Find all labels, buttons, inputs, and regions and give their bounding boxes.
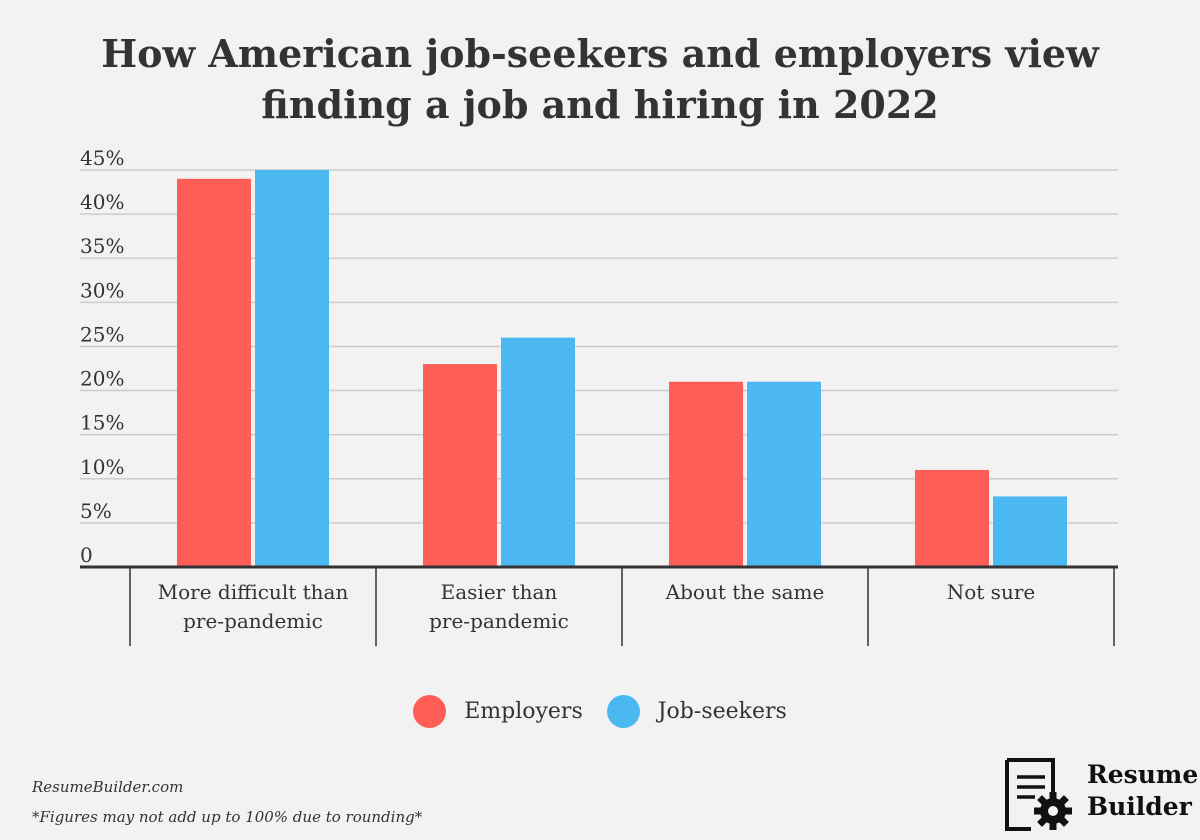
y-tick-label: 10% — [80, 455, 124, 479]
y-tick-label: 15% — [80, 411, 124, 435]
y-tick-label: 40% — [80, 190, 124, 214]
y-tick-label: 5% — [80, 499, 112, 523]
document-gear-icon — [1005, 758, 1072, 831]
chart-title-line-2: finding a job and hiring in 2022 — [261, 82, 939, 127]
bar-employers-1 — [423, 364, 497, 567]
y-tick-label: 45% — [80, 146, 124, 170]
source-text: ResumeBuilder.com — [32, 778, 184, 796]
bar-job-seekers-0 — [255, 170, 329, 567]
y-tick-label: 20% — [80, 367, 124, 391]
bar-employers-2 — [669, 381, 743, 567]
bar-employers-0 — [177, 178, 251, 568]
legend-label-employers: Employers — [464, 699, 583, 724]
y-tick-label: 30% — [80, 278, 124, 302]
chart-title-line-1: How American job-seekers and employers v… — [101, 31, 1099, 76]
legend-item-job-seekers: Job-seekers — [606, 695, 787, 728]
chart-legend: Employers Job-seekers — [0, 695, 1200, 728]
x-tick-label: pre-pandemic — [183, 609, 323, 633]
y-tick-label: 25% — [80, 322, 124, 346]
bar-chart: 0 5% 10% 15% 20% 25% 30% 35% 40% 45% More difficul… — [80, 146, 1118, 646]
legend-swatch-job-seekers — [606, 695, 640, 728]
x-tick-label: About the same — [665, 580, 825, 604]
x-tick-label: More difficult than — [158, 580, 349, 604]
x-tick-label: Easier than — [441, 580, 558, 604]
x-tick-label: Not sure — [947, 580, 1035, 604]
bar-employers-3 — [915, 469, 989, 567]
bar-job-seekers-3 — [993, 496, 1067, 567]
y-tick-label: 35% — [80, 234, 124, 258]
legend-label-job-seekers: Job-seekers — [657, 699, 787, 724]
footnote-text: *Figures may not add up to 100% due to r… — [32, 808, 423, 826]
logo-text-line-1: Resume — [1087, 760, 1199, 789]
resume-builder-logo: Resume Builder — [1003, 757, 1198, 833]
bar-job-seekers-2 — [747, 381, 821, 567]
legend-item-employers: Employers — [413, 695, 583, 728]
logo-wordmark: Resume Builder — [1087, 759, 1198, 823]
legend-swatch-employers — [413, 695, 447, 728]
logo-text-line-2: Builder — [1087, 792, 1192, 821]
chart-title: How American job-seekers and employers v… — [0, 28, 1200, 130]
y-tick-label: 0 — [80, 543, 93, 567]
bar-job-seekers-1 — [501, 337, 575, 567]
x-tick-label: pre-pandemic — [429, 609, 569, 633]
